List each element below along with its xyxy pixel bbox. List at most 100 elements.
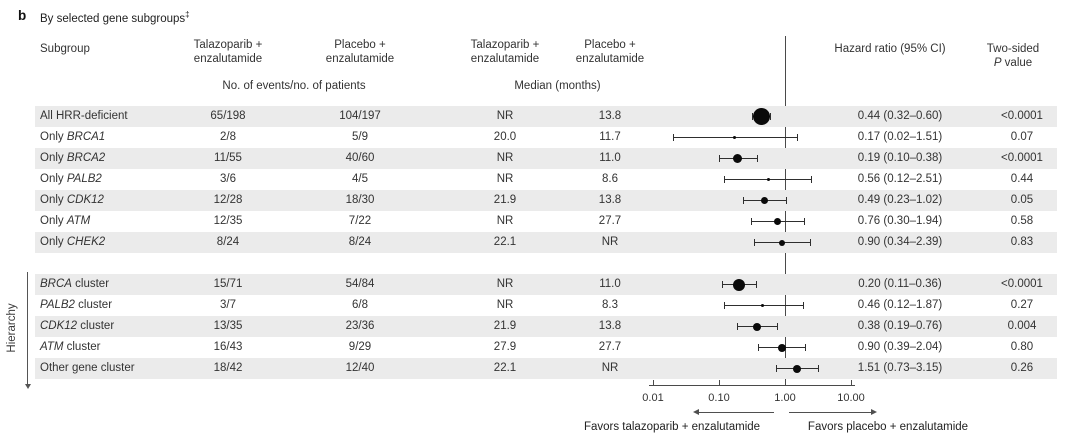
median-talazoparib-cell: NR: [496, 152, 514, 164]
x-axis-tick-label: 0.01: [642, 392, 664, 404]
ci-cap-low: [724, 176, 726, 183]
hierarchy-arrow-line: [27, 272, 28, 384]
ci-cap-high: [757, 155, 759, 162]
hr-point-marker: [766, 178, 770, 181]
row-label: All HRR-deficient: [40, 110, 128, 122]
col-header-hazard-ratio: Hazard ratio (95% CI): [834, 43, 946, 55]
hr-point-marker: [761, 197, 769, 204]
median-placebo-cell: 11.0: [599, 152, 621, 164]
hierarchy-label: Hierarchy: [6, 303, 18, 353]
row-stripe: [35, 190, 1057, 211]
subheader-median: Median (months): [514, 80, 601, 92]
median-talazoparib-cell: 21.9: [493, 194, 517, 206]
events-placebo-cell: 5/9: [352, 131, 368, 143]
row-label: Only CDK12: [40, 194, 104, 206]
col-header-line: enzalutamide: [325, 53, 395, 65]
events-talazoparib-cell: 65/198: [210, 110, 246, 122]
row-stripe: [35, 148, 1057, 169]
row-label: PALB2 cluster: [40, 299, 113, 311]
events-talazoparib-cell: 13/35: [213, 320, 243, 332]
favors-right-arrow-line: [789, 412, 871, 413]
events-talazoparib-cell: 3/6: [220, 173, 236, 185]
events-talazoparib-cell: 8/24: [216, 236, 240, 248]
ci-cap-high: [804, 218, 805, 225]
events-placebo-cell: 18/30: [345, 194, 375, 206]
pvalue-cell: <0.0001: [1001, 278, 1043, 290]
ci-cap-high: [785, 197, 787, 204]
median-placebo-cell: 27.7: [598, 215, 622, 227]
events-placebo-cell: 104/197: [339, 110, 381, 122]
events-placebo-cell: 23/36: [345, 320, 375, 332]
hr-point-marker: [732, 154, 742, 163]
pvalue-cell: 0.27: [1010, 299, 1034, 311]
pvalue-rest: value: [1001, 57, 1033, 69]
events-talazoparib-cell: 12/35: [213, 215, 243, 227]
panel-title-text: By selected gene subgroups: [40, 12, 186, 25]
row-stripe: [35, 106, 1057, 127]
pvalue-cell: 0.80: [1010, 341, 1034, 353]
row-stripe: [35, 358, 1057, 379]
events-placebo-cell: 9/29: [348, 341, 372, 353]
x-axis-tick: [785, 380, 786, 385]
hazard-ratio-cell: 0.90 (0.34–2.39): [857, 236, 943, 248]
median-placebo-cell: NR: [601, 236, 619, 248]
x-axis-tick-label: 1.00: [774, 392, 796, 404]
ci-cap-low: [742, 197, 744, 204]
col-header-placebo-events: Placebo + enzalutamide: [300, 38, 420, 66]
col-header-subgroup: Subgroup: [40, 43, 90, 55]
median-placebo-cell: 11.0: [599, 278, 621, 290]
ci-cap-high: [805, 344, 807, 351]
row-label: BRCA cluster: [40, 278, 110, 290]
col-header-line: Talazoparib +: [470, 39, 540, 51]
col-header-line: enzalutamide: [575, 53, 645, 65]
hierarchy-arrow-head-icon: [25, 384, 31, 389]
hr-point-marker: [753, 108, 770, 125]
x-axis-line: [649, 385, 855, 386]
events-talazoparib-cell: 12/28: [213, 194, 243, 206]
col-header-talazoparib-events: Talazoparib + enzalutamide: [168, 38, 288, 66]
hazard-ratio-cell: 0.56 (0.12–2.51): [857, 173, 943, 185]
median-talazoparib-cell: 21.9: [493, 320, 517, 332]
median-placebo-cell: 13.8: [598, 110, 622, 122]
events-placebo-cell: 54/84: [345, 278, 375, 290]
median-placebo-cell: 11.7: [599, 131, 621, 143]
median-talazoparib-cell: NR: [496, 110, 514, 122]
median-talazoparib-cell: NR: [496, 278, 514, 290]
events-talazoparib-cell: 2/8: [220, 131, 236, 143]
col-header-line: enzalutamide: [193, 53, 263, 65]
median-placebo-cell: 27.7: [598, 341, 622, 353]
ci-cap-low: [724, 302, 726, 309]
col-header-pvalue: Two-sided P value: [963, 42, 1063, 70]
favors-left-arrow-icon: [693, 409, 699, 415]
col-header-line: Two-sided: [986, 43, 1040, 55]
median-placebo-cell: 8.3: [602, 299, 618, 311]
median-placebo-cell: NR: [601, 362, 619, 374]
col-header-line: P value: [963, 56, 1063, 70]
events-talazoparib-cell: 3/7: [220, 299, 236, 311]
ci-cap-low: [721, 281, 723, 288]
row-label: Only ATM: [40, 215, 91, 227]
col-header-line: Placebo +: [584, 39, 636, 51]
hazard-ratio-cell: 0.20 (0.11–0.36): [858, 278, 942, 290]
x-axis-tick-label: 0.10: [708, 392, 730, 404]
pvalue-cell: 0.58: [1010, 215, 1034, 227]
events-placebo-cell: 12/40: [345, 362, 375, 374]
pvalue-cell: 0.44: [1010, 173, 1034, 185]
hazard-ratio-cell: 0.44 (0.32–0.60): [857, 110, 943, 122]
col-header-placebo-median: Placebo + enzalutamide: [560, 38, 660, 66]
ci-cap-low: [737, 323, 739, 330]
events-placebo-cell: 4/5: [352, 173, 368, 185]
pvalue-cell: 0.26: [1010, 362, 1034, 374]
hr-point-marker: [792, 364, 801, 373]
favors-right-arrow-icon: [871, 409, 877, 415]
hr-point-marker: [773, 218, 781, 225]
ci-cap-high: [755, 281, 757, 288]
ci-cap-high: [770, 113, 772, 120]
events-talazoparib-cell: 15/71: [213, 278, 243, 290]
footnote-symbol: ‡: [185, 10, 190, 19]
median-placebo-cell: 13.8: [598, 320, 622, 332]
pvalue-cell: 0.05: [1010, 194, 1034, 206]
median-placebo-cell: 8.6: [602, 173, 618, 185]
pvalue-italic-p: P: [993, 57, 1002, 69]
